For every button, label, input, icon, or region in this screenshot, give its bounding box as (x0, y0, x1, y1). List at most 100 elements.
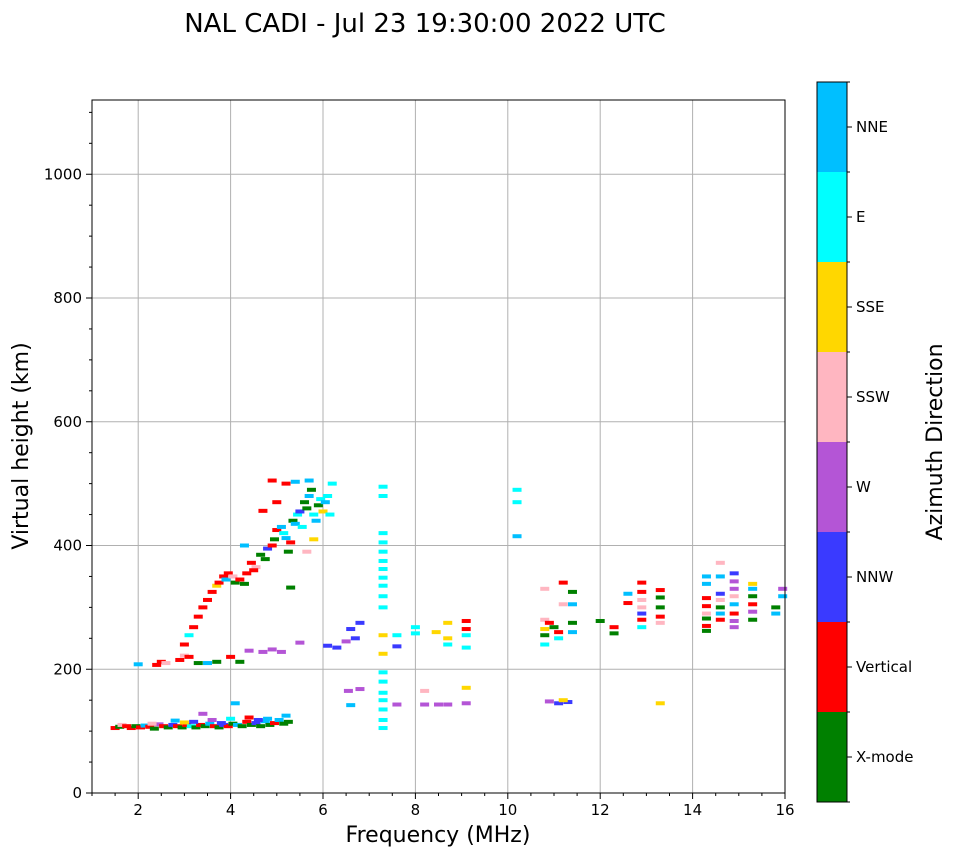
echo-point (443, 620, 453, 625)
echo-point (715, 591, 725, 596)
echo-point (290, 479, 300, 484)
echo-point (237, 724, 247, 729)
echo-point (258, 508, 268, 513)
echo-point (567, 602, 577, 607)
x-axis-label: Frequency (MHz) (346, 823, 531, 848)
echo-point (729, 594, 739, 599)
echo-point (302, 506, 312, 511)
y-tick-label: 800 (53, 289, 82, 307)
echo-point (512, 500, 522, 505)
echo-point (207, 717, 217, 722)
echo-point (323, 643, 333, 648)
colorbar-segment (817, 352, 847, 442)
echo-point (701, 616, 711, 621)
echo-point (320, 500, 330, 505)
echo-point (272, 500, 282, 505)
echo-point (378, 670, 388, 675)
echo-point (567, 589, 577, 594)
colorbar-tick-label: SSE (856, 298, 885, 316)
echo-point (260, 719, 270, 724)
echo-point (279, 721, 289, 726)
data-points (110, 478, 788, 731)
echo-point (540, 633, 550, 638)
echo-point (228, 574, 238, 579)
echo-point (778, 594, 788, 599)
echo-point (378, 531, 388, 536)
echo-point (279, 531, 289, 536)
echo-point (159, 724, 169, 729)
echo-point (253, 717, 263, 722)
echo-point (461, 701, 471, 706)
echo-point (771, 605, 781, 610)
echo-point (263, 716, 273, 721)
echo-point (443, 702, 453, 707)
echo-point (729, 611, 739, 616)
y-tick-label: 200 (53, 660, 82, 678)
echo-point (512, 487, 522, 492)
echo-point (378, 484, 388, 489)
echo-point (295, 509, 305, 514)
echo-point (226, 654, 236, 659)
echo-point (443, 642, 453, 647)
echo-point (748, 586, 758, 591)
echo-point (540, 617, 550, 622)
echo-point (778, 586, 788, 591)
echo-point (244, 715, 254, 720)
echo-point (265, 722, 275, 727)
echo-point (355, 620, 365, 625)
echo-point (637, 597, 647, 602)
echo-point (327, 481, 337, 486)
colorbar-tick-label: NNW (856, 568, 893, 586)
echo-point (729, 586, 739, 591)
echo-point (117, 722, 127, 727)
echo-point (198, 605, 208, 610)
echo-point (655, 701, 665, 706)
echo-point (203, 597, 212, 602)
echo-point (226, 716, 236, 721)
echo-point (318, 509, 328, 514)
echo-point (212, 659, 222, 664)
echo-point (193, 614, 203, 619)
echo-point (110, 726, 120, 731)
echo-point (286, 540, 296, 545)
echo-point (198, 711, 208, 716)
echo-point (563, 700, 573, 705)
echo-point (140, 723, 150, 728)
echo-point (163, 725, 173, 730)
echo-point (655, 614, 665, 619)
echo-point (378, 583, 388, 588)
echo-point (461, 618, 471, 623)
echo-point (239, 543, 249, 548)
echo-point (392, 644, 402, 649)
y-axis-label: Virtual height (km) (9, 342, 34, 549)
echo-point (512, 534, 522, 539)
echo-point (554, 630, 564, 635)
echo-point (184, 654, 194, 659)
echo-point (295, 640, 305, 645)
echo-point (147, 721, 157, 726)
echo-point (410, 625, 420, 630)
echo-point (242, 571, 252, 576)
echo-point (558, 698, 568, 703)
colorbar-segment (817, 622, 847, 712)
echo-point (281, 713, 291, 718)
echo-point (715, 611, 725, 616)
x-tick-label: 14 (683, 801, 702, 819)
echo-point (544, 620, 554, 625)
echo-point (341, 639, 351, 644)
colorbar-segment (817, 712, 847, 802)
echo-point (260, 557, 270, 562)
echo-point (748, 617, 758, 622)
echo-point (258, 649, 268, 654)
echo-point (269, 537, 279, 542)
echo-point (378, 494, 388, 498)
colorbar-segment (817, 442, 847, 532)
echo-point (149, 726, 159, 731)
echo-point (267, 543, 277, 548)
echo-point (701, 623, 711, 628)
echo-point (655, 595, 665, 600)
echo-point (332, 645, 342, 650)
chart-title: NAL CADI - Jul 23 19:30:00 2022 UTC (184, 9, 666, 39)
echo-point (214, 580, 224, 585)
echo-point (235, 659, 245, 664)
